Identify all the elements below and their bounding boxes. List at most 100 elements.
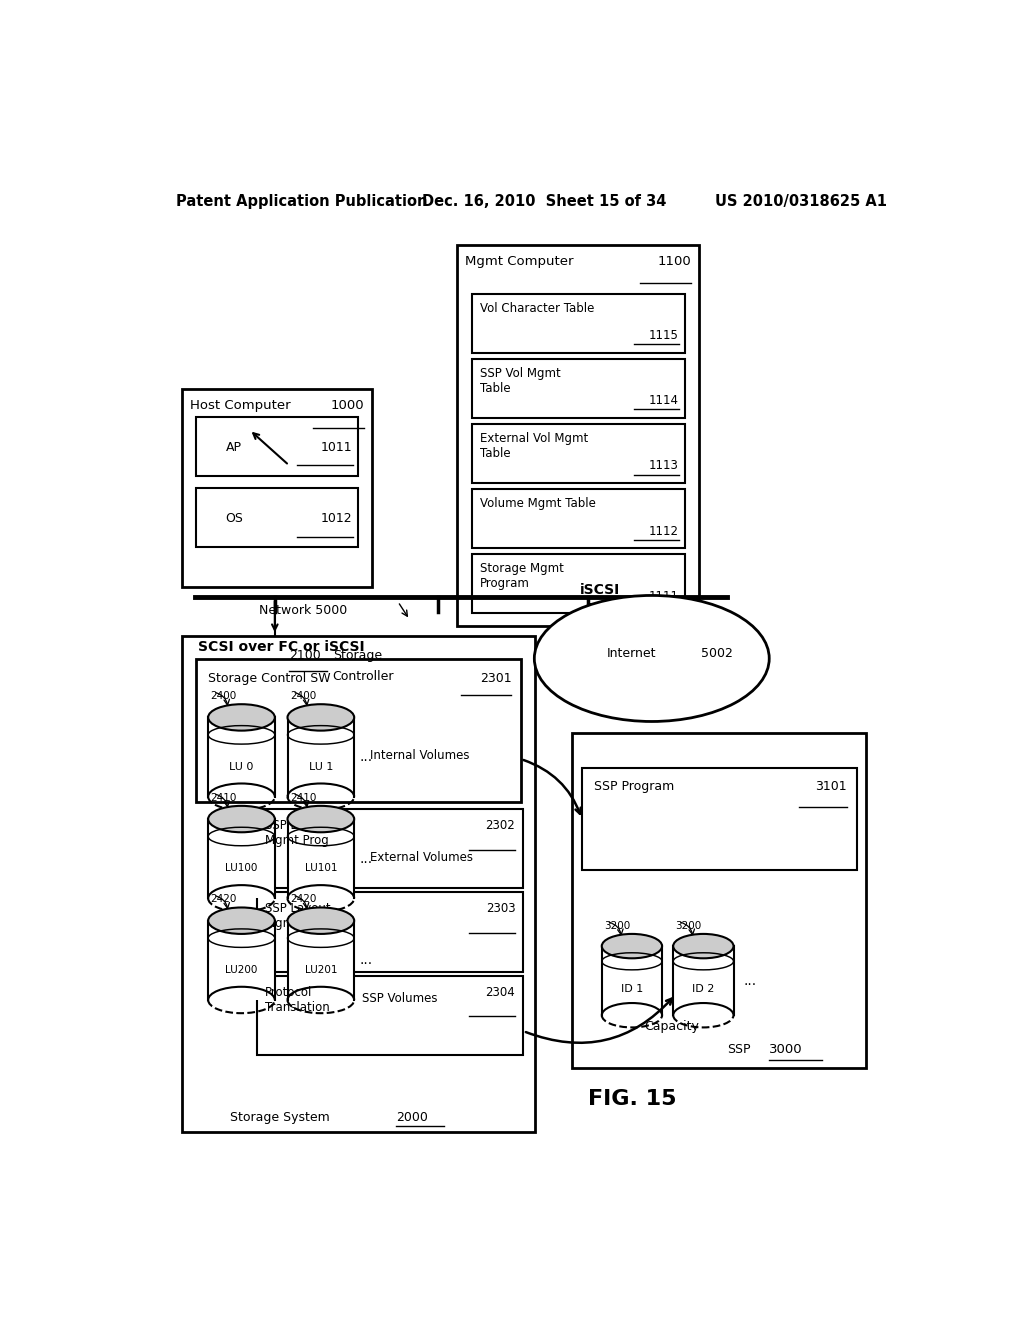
Text: 2304: 2304 — [485, 986, 515, 999]
Text: 1115: 1115 — [649, 330, 679, 342]
Text: Patent Application Publication: Patent Application Publication — [176, 194, 427, 209]
Text: LU 0: LU 0 — [229, 762, 254, 772]
Text: LU200: LU200 — [225, 965, 258, 975]
Text: AP: AP — [225, 441, 242, 454]
Text: 5001: 5001 — [612, 628, 644, 642]
Text: SSP: SSP — [727, 1043, 751, 1056]
Bar — [288, 718, 354, 797]
Text: ID 1: ID 1 — [621, 983, 643, 994]
Ellipse shape — [673, 935, 733, 958]
Bar — [288, 921, 354, 1001]
Text: 1000: 1000 — [331, 399, 365, 412]
Text: LU100: LU100 — [225, 863, 258, 874]
Text: 2302: 2302 — [485, 818, 515, 832]
Text: LU 1: LU 1 — [308, 762, 333, 772]
Text: Dec. 16, 2010  Sheet 15 of 34: Dec. 16, 2010 Sheet 15 of 34 — [422, 194, 666, 209]
Text: 1112: 1112 — [649, 524, 679, 537]
Text: 2400: 2400 — [211, 692, 237, 701]
Text: ID 2: ID 2 — [692, 983, 715, 994]
Text: 2410: 2410 — [211, 793, 237, 803]
Text: LU101: LU101 — [304, 863, 337, 874]
Text: Internet: Internet — [607, 647, 656, 660]
Bar — [257, 975, 523, 1055]
Bar — [572, 733, 866, 1068]
Bar — [472, 293, 685, 352]
Text: ...: ... — [359, 750, 373, 764]
Text: iSCSI: iSCSI — [581, 583, 621, 597]
Text: 2400: 2400 — [290, 692, 316, 701]
Text: 1114: 1114 — [649, 395, 679, 408]
Text: 2410: 2410 — [290, 793, 316, 803]
Text: ...: ... — [359, 851, 373, 866]
Text: External Volumes: External Volumes — [370, 851, 473, 863]
Text: 1113: 1113 — [649, 459, 679, 473]
Text: 1011: 1011 — [321, 441, 352, 454]
Bar — [602, 946, 663, 1015]
Text: FIG. 15: FIG. 15 — [588, 1089, 676, 1109]
Text: 3000: 3000 — [769, 1043, 803, 1056]
Text: 2420: 2420 — [290, 895, 316, 904]
Text: Controller: Controller — [333, 669, 394, 682]
Bar — [182, 636, 536, 1133]
Text: External Vol Mgmt
Table: External Vol Mgmt Table — [479, 432, 588, 459]
Bar — [197, 487, 358, 546]
Text: 1111: 1111 — [649, 590, 679, 602]
Bar — [472, 359, 685, 417]
Bar — [197, 417, 358, 475]
Bar — [472, 488, 685, 548]
Text: 5002: 5002 — [700, 647, 733, 660]
Text: Storage Control SW: Storage Control SW — [208, 672, 331, 685]
Text: Volume Mgmt Table: Volume Mgmt Table — [479, 496, 595, 510]
Text: Capacity: Capacity — [644, 1020, 699, 1034]
Bar — [257, 809, 523, 888]
Text: ...: ... — [359, 953, 373, 968]
Text: 2100: 2100 — [289, 649, 321, 663]
Text: 3200: 3200 — [676, 921, 701, 931]
Bar — [458, 244, 699, 626]
Ellipse shape — [288, 805, 354, 833]
Ellipse shape — [288, 907, 354, 935]
Bar — [582, 768, 856, 870]
Text: SCSI over FC or iSCSI: SCSI over FC or iSCSI — [198, 640, 365, 655]
Text: 1012: 1012 — [321, 512, 352, 525]
Text: SSP Layout
Mgmt Prog: SSP Layout Mgmt Prog — [265, 818, 331, 847]
Bar — [257, 892, 523, 972]
Ellipse shape — [208, 704, 274, 731]
Text: 2420: 2420 — [211, 895, 237, 904]
Text: Host Computer: Host Computer — [189, 399, 291, 412]
Text: ...: ... — [743, 974, 756, 987]
Ellipse shape — [288, 704, 354, 731]
Text: Mgmt Network: Mgmt Network — [588, 602, 680, 615]
Text: US 2010/0318625 A1: US 2010/0318625 A1 — [715, 194, 887, 209]
Bar — [208, 818, 274, 899]
Text: Network 5000: Network 5000 — [259, 603, 347, 616]
Text: SSP Volumes: SSP Volumes — [362, 991, 437, 1005]
Bar — [472, 424, 685, 483]
Bar — [197, 660, 521, 801]
Text: Storage System: Storage System — [229, 1111, 330, 1125]
Text: Internal Volumes: Internal Volumes — [370, 750, 470, 762]
Ellipse shape — [208, 907, 274, 935]
Text: SSP Program: SSP Program — [594, 780, 674, 793]
Text: SSP Layout
Mgmt Tbl: SSP Layout Mgmt Tbl — [265, 903, 331, 931]
Ellipse shape — [602, 935, 663, 958]
Bar — [472, 554, 685, 612]
Bar — [182, 389, 373, 587]
Text: 1100: 1100 — [657, 255, 691, 268]
Text: Storage Mgmt
Program: Storage Mgmt Program — [479, 562, 563, 590]
Ellipse shape — [535, 595, 769, 722]
Text: SSP Vol Mgmt
Table: SSP Vol Mgmt Table — [479, 367, 560, 395]
Text: 2000: 2000 — [396, 1111, 428, 1125]
Text: Protocol
Translation: Protocol Translation — [265, 986, 330, 1014]
Text: LU201: LU201 — [304, 965, 337, 975]
Text: Vol Character Table: Vol Character Table — [479, 302, 594, 314]
Ellipse shape — [208, 805, 274, 833]
Text: 2303: 2303 — [485, 903, 515, 915]
Bar — [288, 818, 354, 899]
Bar — [208, 718, 274, 797]
Text: Mgmt Computer: Mgmt Computer — [465, 255, 573, 268]
Text: 2301: 2301 — [479, 672, 511, 685]
Text: OS: OS — [225, 512, 244, 525]
Bar — [208, 921, 274, 1001]
Bar — [673, 946, 733, 1015]
